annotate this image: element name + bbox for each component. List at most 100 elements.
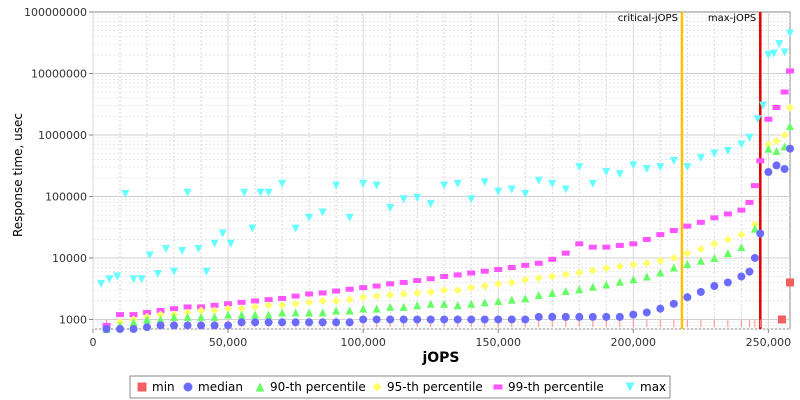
y-tick-label: 1000	[59, 313, 87, 326]
95-th-percentile-point	[642, 259, 651, 268]
99-th-percentile-point	[399, 279, 408, 285]
99-th-percentile-point	[413, 278, 422, 284]
median-point	[507, 315, 516, 324]
99-th-percentile-point	[750, 183, 759, 189]
95-th-percentile-point	[723, 235, 732, 244]
max-point	[494, 187, 503, 196]
95-th-percentile-point	[764, 140, 773, 149]
median-point	[372, 315, 381, 324]
median-point	[413, 315, 422, 324]
99-th-percentile-point	[642, 236, 651, 242]
x-tick-label: 200,000	[611, 336, 657, 349]
median-point	[548, 312, 557, 321]
90-th-percentile-point	[588, 282, 597, 291]
95-th-percentile-point	[750, 220, 759, 229]
99-th-percentile-point	[156, 307, 165, 313]
90-th-percentile-point	[507, 295, 516, 304]
min-series	[777, 278, 794, 324]
90-th-percentile-point	[332, 306, 341, 315]
90-th-percentile-point	[156, 315, 165, 324]
median-point	[683, 293, 692, 302]
90-th-percentile-point	[575, 285, 584, 294]
90-th-percentile-point	[413, 301, 422, 310]
legend-label-95-th-percentile: 95-th percentile	[387, 380, 483, 394]
90-th-percentile-point	[264, 310, 273, 319]
max-point	[413, 193, 422, 202]
90-th-percentile-point	[521, 294, 530, 303]
95-th-percentile-point	[534, 274, 543, 283]
99-th-percentile-point	[480, 268, 489, 274]
max-point	[453, 179, 462, 188]
max-point	[372, 181, 381, 190]
min-point	[777, 315, 786, 324]
max-point	[113, 272, 122, 281]
90-th-percentile-point	[440, 299, 449, 308]
median-point	[669, 299, 678, 308]
99-th-percentile-point	[143, 309, 152, 315]
99-th-percentile-point	[696, 219, 705, 225]
99-th-percentile-point	[575, 241, 584, 247]
90-th-percentile-point	[251, 310, 260, 319]
legend-label-min: min	[152, 380, 175, 394]
90-th-percentile-point	[683, 259, 692, 268]
95-th-percentile-point	[156, 310, 165, 319]
x-tick-label: 0	[90, 336, 97, 349]
max-point	[226, 239, 235, 248]
median-point	[237, 318, 246, 327]
max-point	[359, 179, 368, 188]
median-point	[750, 253, 759, 262]
95-th-percentile-point	[332, 296, 341, 305]
median-point	[210, 321, 219, 330]
99-th-percentile-point	[372, 283, 381, 289]
max-point	[218, 229, 227, 238]
95-th-percentile-series	[116, 103, 794, 327]
median-point	[453, 315, 462, 324]
90-th-percentile-point	[629, 275, 638, 284]
95-th-percentile-point	[426, 287, 435, 296]
max-point	[121, 189, 130, 198]
max-point	[305, 213, 314, 222]
legend-label-max: max	[640, 380, 666, 394]
y-tick-label: 10000	[52, 252, 87, 265]
critical-jops-label: critical-jOPS	[618, 13, 678, 24]
90-th-percentile-point	[710, 253, 719, 262]
99-th-percentile-point	[588, 244, 597, 250]
median-point	[723, 278, 732, 287]
y-axis-title: Response time, usec	[11, 113, 25, 237]
x-tick-label: 100,000	[340, 336, 386, 349]
max-point	[548, 179, 557, 188]
median-point	[764, 168, 773, 177]
legend-symbol-95-th-percentile	[372, 382, 382, 392]
max-point	[278, 179, 287, 188]
max-point	[170, 267, 179, 276]
90-th-percentile-point	[548, 288, 557, 297]
90-th-percentile-point	[143, 315, 152, 324]
99-th-percentile-point	[305, 291, 314, 297]
95-th-percentile-point	[561, 270, 570, 279]
95-th-percentile-point	[197, 306, 206, 315]
99-th-percentile-point	[615, 242, 624, 248]
median-point	[278, 318, 287, 327]
95-th-percentile-point	[386, 291, 395, 300]
90-th-percentile-point	[183, 312, 192, 321]
90-th-percentile-point	[453, 301, 462, 310]
99-th-percentile-point	[467, 270, 476, 276]
median-point	[305, 318, 314, 327]
95-th-percentile-point	[183, 308, 192, 317]
legend-label-median: median	[198, 380, 243, 394]
99-th-percentile-point	[170, 306, 179, 312]
max-point	[780, 48, 789, 57]
max-point	[656, 163, 665, 172]
99-th-percentile-point	[264, 297, 273, 303]
max-point	[97, 279, 106, 288]
90-th-percentile-point	[561, 287, 570, 296]
90-th-percentile-point	[129, 318, 138, 327]
95-th-percentile-point	[696, 244, 705, 253]
median-point	[197, 321, 206, 330]
median-point	[129, 325, 138, 333]
x-axis-title: jOPS	[421, 350, 459, 366]
max-jops-label: max-jOPS	[708, 13, 756, 24]
99-th-percentile-point	[278, 295, 287, 301]
plot-area	[92, 11, 791, 330]
99-th-percentile-point	[683, 223, 692, 229]
